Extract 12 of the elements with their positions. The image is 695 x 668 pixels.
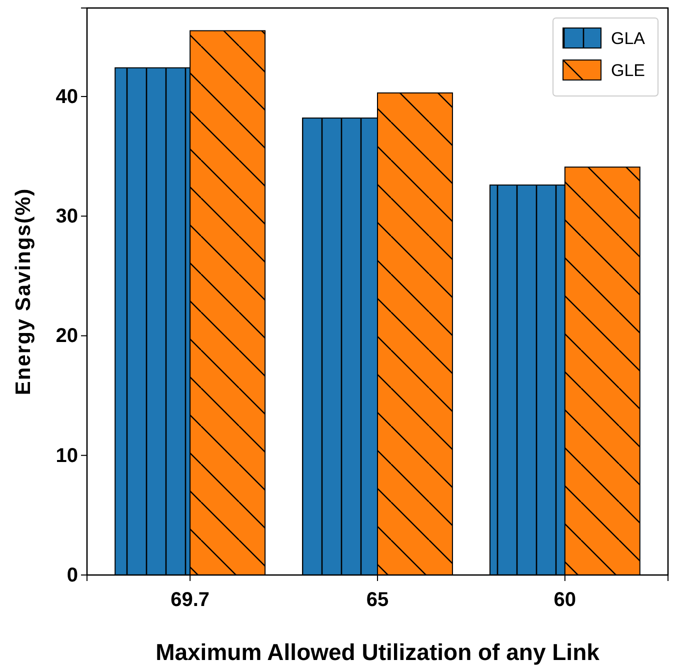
y-tick-label: 20 xyxy=(56,325,78,348)
y-tick-label: 10 xyxy=(56,444,78,467)
y-tick-label: 40 xyxy=(56,86,78,108)
x-tick-label: 69.7 xyxy=(170,589,210,611)
y-tick-label: 30 xyxy=(56,206,78,228)
legend-label: GLA xyxy=(611,29,646,48)
y-tick-label: 0 xyxy=(66,564,78,586)
y-axis-title: Energy Savings(%) xyxy=(12,188,35,396)
x-tick-label: 60 xyxy=(554,589,576,611)
legend-label: GLE xyxy=(611,61,646,80)
x-axis-title: Maximum Allowed Utilization of any Link xyxy=(156,639,600,665)
x-tick-label: 65 xyxy=(366,589,389,611)
